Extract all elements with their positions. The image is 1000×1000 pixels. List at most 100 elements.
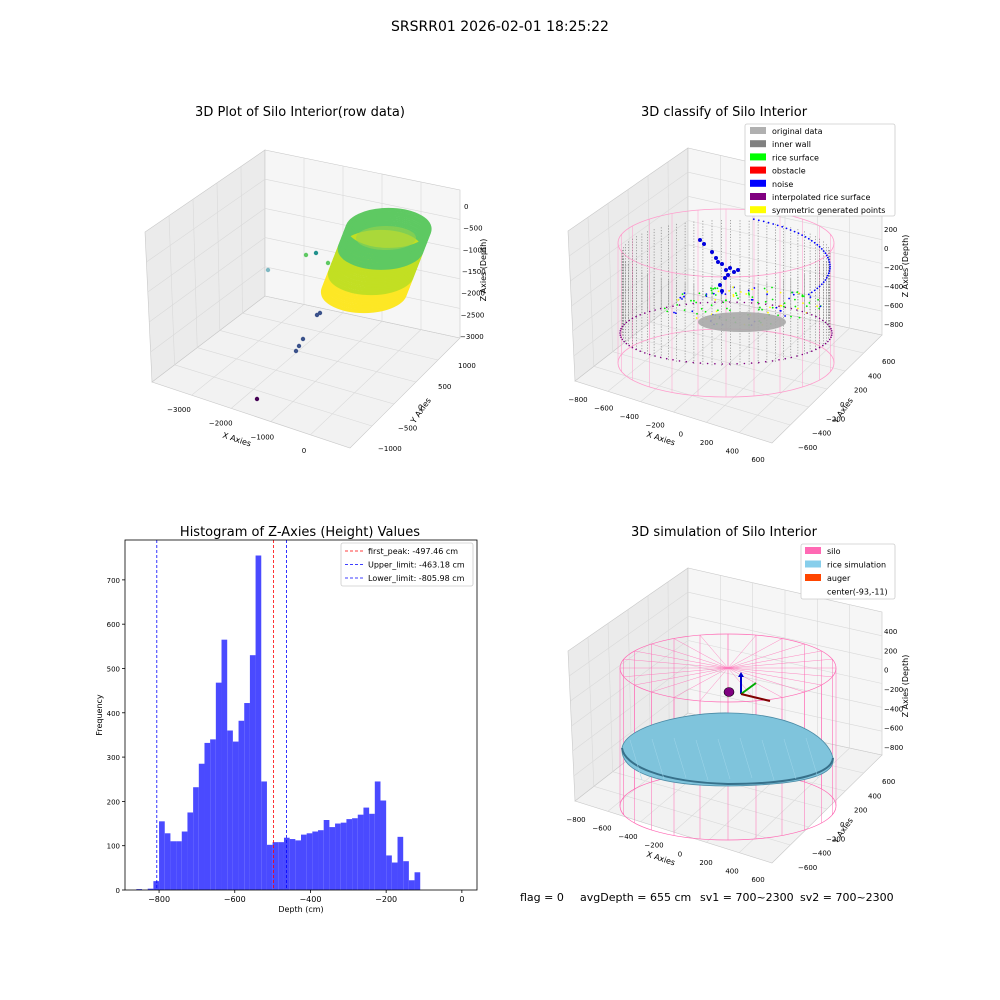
surface-point: [766, 293, 768, 296]
z-tick-label: −1500: [462, 268, 486, 276]
x-tick-label: 600: [751, 876, 764, 884]
interpolated-point: [635, 315, 637, 318]
y-tick-label: 0: [840, 401, 844, 409]
interpolated-point: [692, 361, 694, 364]
histogram-bar: [357, 814, 364, 890]
y-tick-label: 1000: [458, 362, 476, 370]
interpolated-point: [714, 363, 716, 365]
interpolated-point: [827, 340, 829, 343]
histogram-bar: [159, 821, 165, 890]
surface-point: [798, 292, 800, 295]
z-tick-label: −200: [884, 264, 903, 272]
surface-point: [805, 305, 808, 308]
noise-point: [797, 232, 800, 235]
histogram-bar: [363, 807, 370, 890]
noise-point: [827, 256, 829, 259]
surface-point: [801, 294, 804, 297]
surface-point: [683, 309, 686, 311]
y-tick-label: 0: [840, 821, 844, 829]
grid-line: [147, 208, 266, 293]
y-axis-label: Y Axies: [408, 396, 433, 426]
interpolated-point: [620, 327, 622, 330]
surface-point: [691, 310, 694, 313]
z-tick-label: 200: [884, 226, 897, 234]
y-tick-label: 600: [882, 778, 895, 786]
surface-point: [747, 289, 750, 292]
grid-line: [174, 364, 373, 427]
auger-axis-y: [740, 682, 757, 695]
surface-point: [788, 297, 790, 300]
histogram-bar: [249, 655, 256, 890]
histogram-bar: [295, 840, 301, 890]
surface-point: [700, 307, 703, 310]
surface-point: [710, 289, 713, 292]
surface-point: [663, 307, 666, 310]
surface-point: [717, 290, 720, 293]
legend-box: [340, 542, 474, 587]
legend-label: obstacle: [772, 167, 806, 176]
interpolated-point: [778, 305, 780, 308]
grid-line: [216, 182, 221, 331]
interpolated-point: [801, 353, 804, 356]
legend-label: first_peak: -497.46 cm: [368, 547, 458, 556]
interpolated-point: [828, 325, 831, 328]
noise-cluster-point: [724, 268, 728, 272]
data-point: [325, 260, 331, 266]
histogram-bar: [164, 833, 171, 890]
interpolated-point: [648, 310, 651, 313]
interpolated-point: [806, 352, 808, 354]
histogram-bar: [215, 682, 222, 890]
data-point: [296, 343, 302, 349]
rice-mesh-line: [695, 739, 709, 781]
interpolated-point: [764, 303, 767, 306]
surface-point: [751, 288, 754, 291]
surface-point: [791, 291, 793, 294]
noise-point: [829, 265, 831, 268]
surface-point: [712, 288, 715, 290]
histogram-bar: [176, 841, 182, 890]
interpolated-point: [815, 348, 817, 351]
surface-point: [732, 294, 735, 296]
z-tick-label: −400: [884, 705, 903, 713]
data-point: [363, 217, 369, 223]
noise-point: [810, 239, 813, 242]
interpolated-point: [758, 361, 760, 364]
data-point: [303, 252, 309, 258]
data-point: [293, 348, 299, 354]
silo-roof-wire: [651, 643, 729, 669]
interpolated-point: [706, 301, 709, 304]
surface-point: [732, 286, 734, 288]
noise-cluster-point: [710, 250, 714, 254]
interpolated-point: [685, 360, 688, 363]
histogram-bar: [391, 862, 398, 890]
data-point: [254, 396, 260, 402]
noise-cluster-point: [718, 283, 722, 287]
surface-point: [683, 295, 685, 298]
surface-point: [732, 295, 735, 298]
data-point: [265, 267, 271, 273]
x-tick-label: −2000: [209, 420, 233, 428]
silo-roof-wire: [699, 667, 729, 701]
histogram-bar: [283, 837, 290, 890]
noise-point: [829, 267, 831, 270]
histogram-bar: [153, 881, 160, 890]
interpolated-point: [625, 342, 628, 345]
silo-roof-wire: [727, 635, 757, 669]
surface-point: [779, 291, 782, 294]
grid-line: [231, 312, 344, 409]
interpolated-point: [728, 301, 731, 303]
noise-point: [816, 287, 819, 290]
surface-point: [817, 298, 819, 301]
surface-point: [745, 293, 748, 295]
legend-label: interpolated rice surface: [772, 193, 870, 202]
interpolated-point: [811, 314, 813, 316]
histogram-bar: [323, 820, 330, 890]
surface-point: [771, 298, 774, 301]
histogram-bar: [193, 787, 199, 890]
interpolated-point: [728, 363, 731, 365]
interpolated-point: [623, 323, 625, 326]
y-tick-label: 0: [418, 404, 422, 412]
x-axis-label: Depth (cm): [278, 905, 323, 914]
surface-point: [777, 314, 779, 317]
surface-point: [816, 305, 818, 308]
